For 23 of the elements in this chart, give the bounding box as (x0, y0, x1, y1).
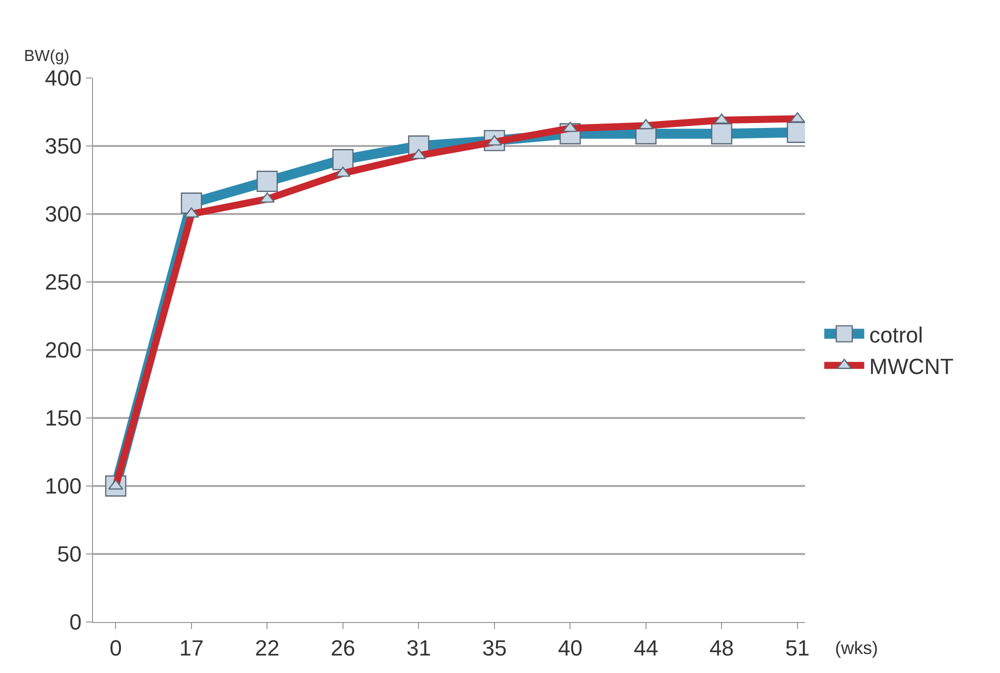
x-tick-label: 22 (254, 635, 280, 660)
x-tick-label: 48 (709, 635, 734, 660)
legend-label: cotrol (869, 322, 924, 348)
y-tick-label: 250 (44, 270, 82, 295)
y-tick-label: 150 (44, 406, 82, 431)
x-tick-label: 31 (406, 635, 431, 660)
x-axis-title: (wks) (835, 638, 878, 658)
x-tick-label: 0 (110, 635, 122, 660)
x-tick-label: 44 (634, 635, 658, 660)
y-tick-label: 0 (69, 610, 82, 635)
x-tick-label: 35 (482, 635, 507, 660)
y-tick-label: 350 (44, 134, 82, 159)
x-tick-label: 26 (330, 635, 356, 660)
y-tick-label: 400 (44, 66, 82, 91)
y-axis-title: BW(g) (24, 48, 70, 65)
x-tick-label: 40 (558, 635, 582, 660)
y-tick-label: 50 (57, 542, 82, 567)
x-tick-label: 17 (179, 635, 204, 660)
y-tick-label: 100 (44, 474, 82, 499)
x-tick-label: 51 (785, 635, 810, 660)
legend-label: MWCNT (869, 354, 954, 379)
y-tick-label: 300 (44, 202, 82, 227)
y-tick-label: 200 (44, 338, 82, 363)
